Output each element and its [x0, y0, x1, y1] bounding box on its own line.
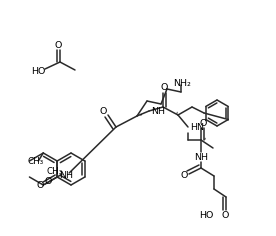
Text: ʹ: ʹ — [175, 113, 177, 122]
Text: CH₃: CH₃ — [46, 167, 62, 176]
Text: NH: NH — [151, 108, 165, 117]
Text: O: O — [36, 181, 44, 190]
Text: CH₃: CH₃ — [27, 157, 43, 167]
Text: ʹ: ʹ — [203, 138, 205, 147]
Text: HO: HO — [200, 211, 214, 220]
Text: NH₂: NH₂ — [173, 79, 191, 88]
Text: O: O — [160, 84, 168, 93]
Text: O: O — [54, 41, 62, 50]
Text: ʹ: ʹ — [139, 114, 141, 122]
Text: O: O — [221, 211, 229, 219]
Text: O: O — [99, 106, 107, 115]
Text: NH: NH — [59, 170, 73, 180]
Text: O: O — [44, 177, 52, 185]
Text: O: O — [199, 119, 207, 128]
Text: HN: HN — [190, 123, 204, 132]
Text: NH: NH — [194, 153, 208, 163]
Text: HO: HO — [31, 67, 45, 76]
Text: O: O — [180, 172, 188, 181]
